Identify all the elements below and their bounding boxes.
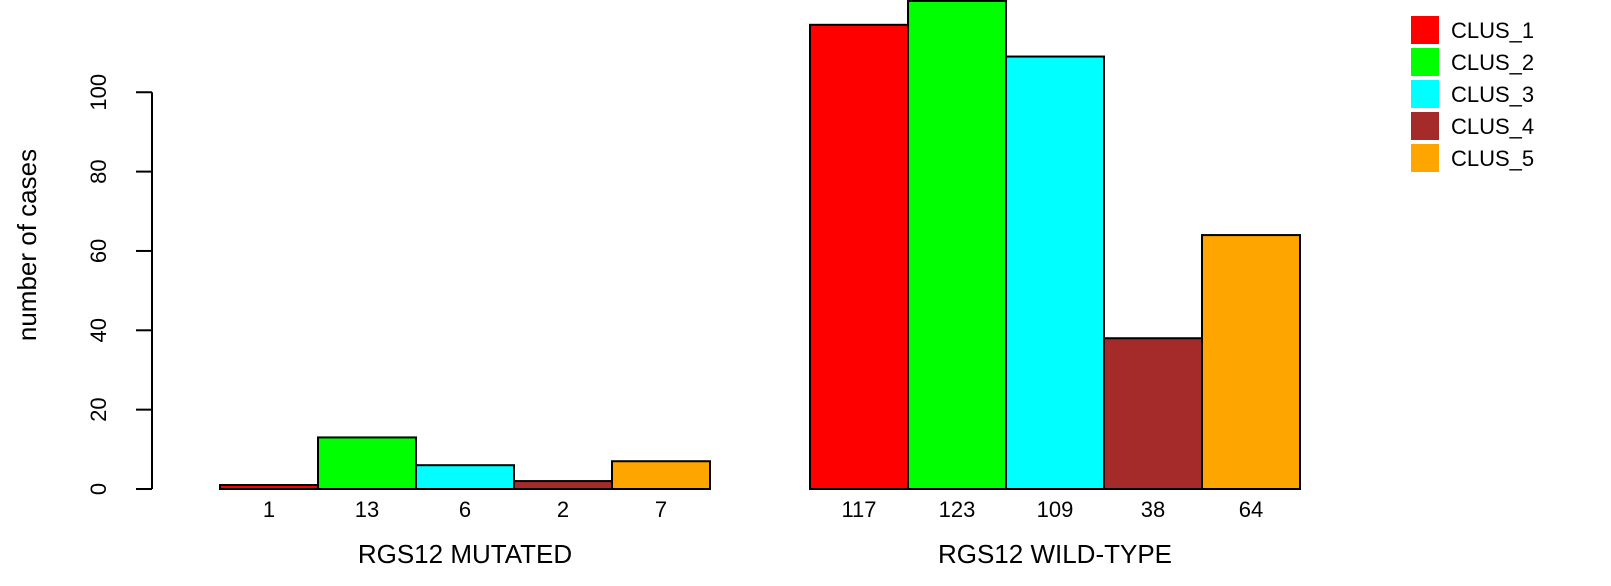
legend-item: CLUS_3 (1411, 80, 1534, 108)
bar-clus-3 (1005, 55, 1105, 491)
bar-clus-3 (415, 464, 515, 491)
y-axis-title: number of cases (12, 149, 42, 341)
legend-swatch (1411, 80, 1439, 108)
bar-group: 117 123 109 38 64 RGS12 WILD-TYPE (809, 0, 1301, 569)
bar-clus-5 (611, 460, 711, 490)
bar-count-label: 2 (557, 497, 569, 522)
legend-label: CLUS_4 (1451, 114, 1534, 139)
y-axis: 0 20 40 60 80 100 (86, 74, 153, 495)
bar-count-label: 38 (1141, 497, 1165, 522)
legend-item: CLUS_4 (1411, 112, 1534, 140)
y-tick-label: 80 (86, 159, 111, 183)
group-label: RGS12 WILD-TYPE (938, 539, 1172, 569)
bar-count-label: 7 (655, 497, 667, 522)
bar-count-label: 117 (841, 497, 876, 522)
bar-clus-4 (513, 480, 613, 490)
legend-swatch (1411, 16, 1439, 44)
legend-item: CLUS_2 (1411, 48, 1534, 76)
group-label: RGS12 MUTATED (358, 539, 572, 569)
legend-item: CLUS_1 (1411, 16, 1534, 44)
bar-count-label: 109 (1037, 497, 1074, 522)
bar-count-label: 6 (459, 497, 471, 522)
y-tick-label: 40 (86, 318, 111, 342)
y-tick-label: 100 (86, 74, 111, 111)
bar-clus-2 (907, 0, 1007, 490)
bar-clus-4 (1103, 337, 1203, 490)
legend-swatch (1411, 144, 1439, 172)
legend-label: CLUS_5 (1451, 146, 1534, 171)
legend-label: CLUS_1 (1451, 18, 1534, 43)
legend-label: CLUS_2 (1451, 50, 1534, 75)
bar-count-label: 123 (939, 497, 976, 522)
legend: CLUS_1 CLUS_2 CLUS_3 CLUS_4 CLUS_5 (1411, 16, 1534, 172)
bar-clus-5 (1201, 234, 1301, 490)
y-tick-label: 0 (86, 483, 111, 495)
legend-swatch (1411, 112, 1439, 140)
y-tick-label: 60 (86, 239, 111, 263)
bar-clus-2 (317, 436, 417, 490)
bar-group: 1 13 6 2 7 RGS12 MUTATED (219, 436, 711, 569)
bar-clus-1 (219, 484, 319, 491)
legend-item: CLUS_5 (1411, 144, 1534, 172)
y-tick-label: 20 (86, 397, 111, 421)
legend-swatch (1411, 48, 1439, 76)
bar-count-label: 13 (355, 497, 379, 522)
bar-clus-1 (809, 23, 909, 491)
bar-count-label: 1 (263, 497, 275, 522)
bar-groups: 1 13 6 2 7 RGS12 MUTATED 117 123 109 38 64 RGS12 WI… (219, 0, 1301, 569)
bar-count-label: 64 (1239, 497, 1263, 522)
legend-label: CLUS_3 (1451, 82, 1534, 107)
